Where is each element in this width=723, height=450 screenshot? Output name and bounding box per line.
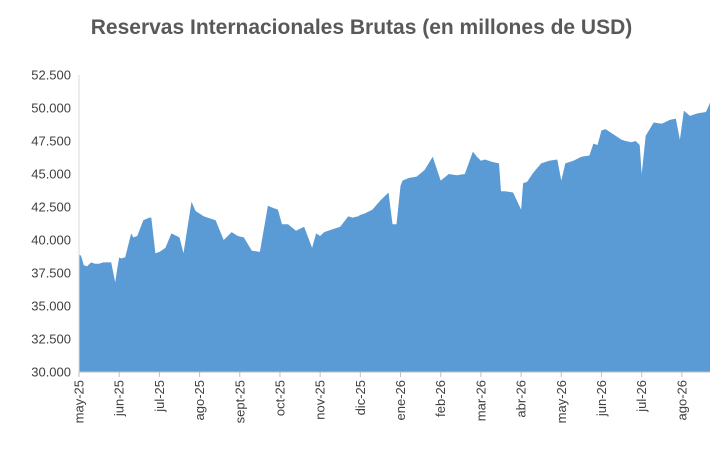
x-tick-label: ago-26 [674, 380, 689, 420]
y-tick-label: 32.500 [31, 332, 71, 347]
area-series [79, 102, 710, 372]
y-tick-label: 40.000 [31, 233, 71, 248]
x-tick-label: feb-26 [433, 380, 448, 417]
y-tick-label: 30.000 [31, 365, 71, 380]
x-tick-label: ene-26 [393, 380, 408, 420]
x-tick-label: sept-25 [232, 380, 247, 423]
y-tick-label: 50.000 [31, 101, 71, 116]
x-tick-label: oct-25 [273, 380, 288, 416]
x-tick-label: jun-25 [112, 380, 127, 417]
x-tick-label: may-26 [554, 380, 569, 423]
x-axis: may-25 jun-25 jul-25 ago-25 sept-25 oct-25 nov… [72, 371, 710, 423]
x-tick-label: mar-26 [473, 380, 488, 421]
x-tick-label: jun-26 [594, 380, 609, 417]
x-tick-label: ago-25 [192, 380, 207, 420]
x-tick-label: jul-26 [634, 380, 649, 413]
y-axis: 30.000 32.500 35.000 37.500 40.000 42.500 45.0… [31, 68, 80, 380]
y-tick-label: 37.500 [31, 266, 71, 281]
x-tick-label: may-25 [72, 380, 87, 423]
y-tick-label: 47.500 [31, 134, 71, 149]
y-tick-label: 35.000 [31, 299, 71, 314]
plot-area [79, 102, 710, 372]
x-tick-label: jul-25 [152, 380, 167, 413]
chart-title: Reservas Internacionales Brutas (en mill… [90, 16, 633, 39]
x-tick-label: dic-25 [353, 380, 368, 415]
y-tick-label: 45.000 [31, 167, 71, 182]
y-tick-label: 42.500 [31, 200, 71, 215]
y-tick-label: 52.500 [31, 68, 71, 83]
x-tick-label: abr-26 [514, 380, 529, 418]
x-tick-label: nov-25 [313, 380, 328, 420]
